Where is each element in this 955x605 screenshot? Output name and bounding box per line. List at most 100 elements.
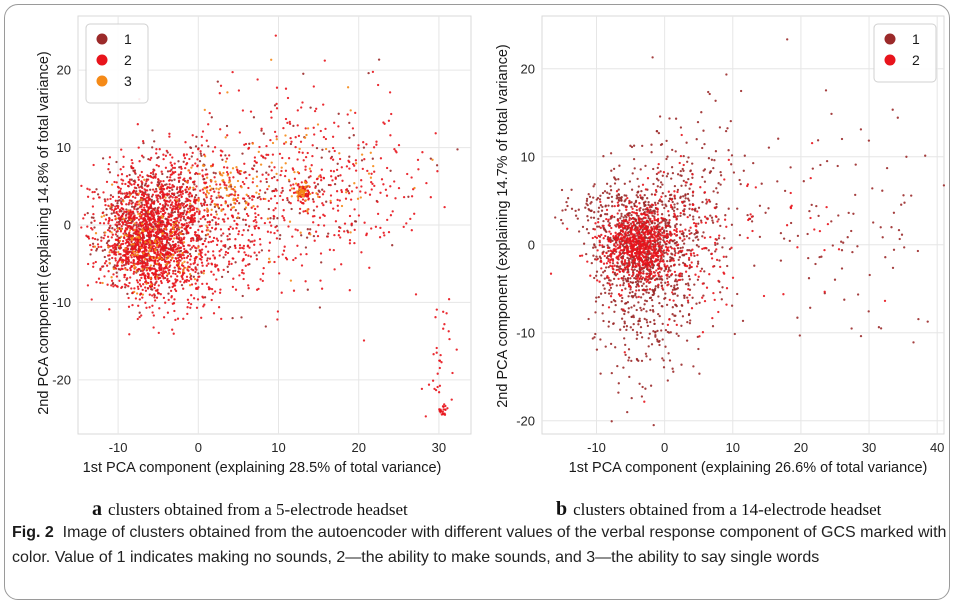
scatter-point-series-1 <box>151 146 154 149</box>
scatter-point-series-1 <box>680 274 684 278</box>
scatter-point-series-1 <box>658 115 662 118</box>
scatter-point-series-2 <box>137 304 140 307</box>
scatter-point-series-2 <box>214 263 217 266</box>
scatter-point-series-2 <box>331 179 334 182</box>
scatter-point-series-2 <box>148 220 151 223</box>
scatter-point-series-3 <box>157 257 160 260</box>
scatter-point-series-1 <box>649 384 653 387</box>
scatter-point-series-1 <box>682 261 685 265</box>
scatter-point-series-1 <box>701 200 704 204</box>
scatter-point-series-1 <box>595 274 598 277</box>
scatter-point-series-2 <box>159 197 162 200</box>
scatter-point-series-3 <box>156 237 159 241</box>
scatter-point-series-1 <box>678 256 681 259</box>
scatter-point-series-3 <box>132 263 136 266</box>
scatter-point-series-2 <box>183 227 186 230</box>
scatter-point-series-1 <box>273 175 276 179</box>
scatter-point-series-2 <box>287 225 290 228</box>
scatter-point-series-3 <box>202 272 205 275</box>
scatter-point-series-2 <box>145 205 149 208</box>
scatter-point-series-3 <box>197 199 200 202</box>
scatter-point-series-2 <box>253 225 256 228</box>
scatter-point-series-2 <box>144 225 148 228</box>
scatter-point-series-3 <box>149 277 152 280</box>
scatter-point-series-2 <box>337 125 340 128</box>
scatter-point-series-1 <box>719 183 722 186</box>
scatter-point-series-3 <box>252 205 255 208</box>
scatter-point-series-2 <box>261 173 264 176</box>
scatter-point-series-2 <box>162 209 166 212</box>
scatter-point-series-2 <box>324 137 328 141</box>
scatter-point-series-2 <box>384 188 388 191</box>
scatter-point-series-1 <box>818 255 821 259</box>
scatter-point-series-3 <box>125 234 129 237</box>
scatter-point-series-2 <box>176 247 179 250</box>
scatter-point-series-2 <box>219 288 222 291</box>
scatter-point-series-2 <box>282 249 286 252</box>
scatter-point-series-2 <box>166 278 169 282</box>
scatter-point-series-1 <box>203 201 207 204</box>
scatter-point-series-2 <box>131 248 134 251</box>
scatter-point-series-2 <box>120 243 123 246</box>
scatter-point-series-2 <box>207 123 210 126</box>
scatter-point-series-2 <box>186 250 189 254</box>
scatter-point-series-2 <box>123 230 127 234</box>
scatter-point-series-2 <box>202 305 205 308</box>
scatter-point-series-2 <box>181 192 184 195</box>
y-tick-label: -10 <box>52 295 71 310</box>
scatter-point-series-2 <box>96 243 100 246</box>
scatter-point-series-2 <box>162 249 165 253</box>
scatter-point-series-1 <box>691 176 694 179</box>
scatter-point-series-1 <box>666 155 669 158</box>
scatter-point-series-1 <box>622 281 625 285</box>
scatter-point-series-1 <box>707 90 710 94</box>
scatter-point-series-1 <box>594 246 597 249</box>
scatter-point-series-2 <box>173 199 177 202</box>
scatter-point-series-2 <box>111 195 115 199</box>
scatter-point-series-1 <box>605 213 609 216</box>
scatter-point-series-2 <box>183 223 186 226</box>
scatter-point-series-1 <box>654 333 657 337</box>
scatter-point-series-2 <box>186 261 189 264</box>
scatter-point-series-1 <box>623 322 626 325</box>
scatter-point-series-2 <box>216 203 219 206</box>
scatter-point-series-2 <box>90 248 93 252</box>
scatter-point-series-1 <box>115 160 118 164</box>
scatter-point-series-1 <box>637 359 640 362</box>
scatter-point-series-2 <box>165 241 169 244</box>
scatter-point-series-2 <box>269 197 273 200</box>
scatter-point-series-2 <box>149 233 153 236</box>
scatter-point-series-2 <box>189 302 193 306</box>
scatter-point-series-1 <box>597 210 600 213</box>
scatter-point-series-3 <box>228 180 232 183</box>
scatter-point-series-2 <box>190 268 193 271</box>
scatter-point-series-2 <box>142 234 145 238</box>
scatter-point-series-2 <box>166 204 170 207</box>
scatter-point-series-1 <box>663 229 666 232</box>
scatter-point-series-1 <box>610 300 613 304</box>
scatter-point-series-2 <box>132 272 135 275</box>
scatter-point-series-1 <box>649 308 652 312</box>
scatter-point-series-1 <box>220 275 224 279</box>
scatter-point-series-1 <box>279 234 282 237</box>
scatter-point-series-2 <box>144 289 148 292</box>
scatter-point-series-2 <box>322 135 326 139</box>
scatter-point-series-3 <box>345 191 348 194</box>
scatter-point-series-2 <box>93 237 97 241</box>
scatter-point-series-2 <box>152 201 156 205</box>
scatter-point-series-2 <box>286 96 290 100</box>
scatter-point-series-2 <box>189 239 193 243</box>
scatter-point-series-2 <box>165 243 168 246</box>
scatter-point-series-1 <box>214 210 218 213</box>
scatter-point-series-2 <box>87 235 90 238</box>
scatter-point-series-1 <box>714 150 718 153</box>
scatter-point-series-2 <box>291 235 294 238</box>
scatter-point-series-2 <box>136 257 139 260</box>
scatter-point-series-2 <box>173 233 176 237</box>
scatter-point-series-1 <box>686 296 689 299</box>
scatter-point-series-1 <box>687 274 691 278</box>
scatter-point-series-2 <box>373 184 376 188</box>
scatter-point-series-3 <box>108 251 111 254</box>
scatter-point-series-2 <box>146 261 149 264</box>
